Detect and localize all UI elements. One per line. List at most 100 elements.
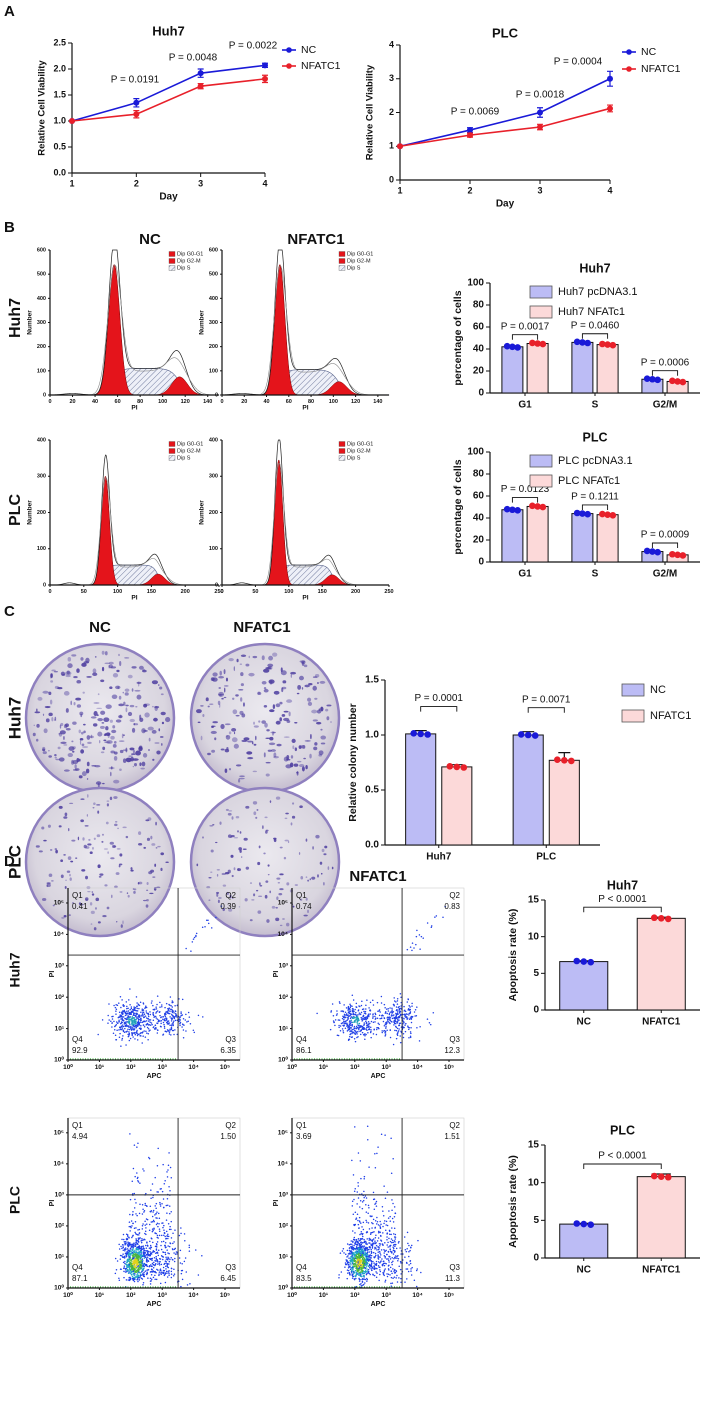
event-dot: [134, 1199, 136, 1201]
colony: [328, 866, 330, 870]
event-dot: [128, 1237, 130, 1239]
event-dot: [134, 1009, 136, 1011]
legend-label: Dip S: [347, 455, 361, 461]
event-dot: [135, 1007, 137, 1009]
replicate-point: [573, 1220, 580, 1227]
event-dot: [390, 1220, 392, 1222]
event-dot: [349, 1272, 351, 1274]
event-dot: [366, 1211, 368, 1213]
event-dot: [123, 1020, 125, 1022]
event-dot: [130, 1244, 132, 1246]
event-dot: [347, 1027, 349, 1029]
event-dot: [391, 1210, 393, 1212]
event-dot: [377, 1254, 379, 1256]
x-tick-label: 10³: [382, 1292, 392, 1299]
event-dot: [147, 1273, 149, 1275]
colony: [266, 774, 270, 777]
colony: [138, 882, 140, 885]
colony: [91, 911, 95, 914]
event-dot: [194, 1032, 196, 1034]
event-dot: [385, 1230, 387, 1232]
event-dot: [135, 1227, 137, 1229]
colony: [237, 830, 239, 832]
event-dot: [107, 1015, 109, 1017]
event-dot: [365, 1262, 367, 1264]
event-dot: [134, 1244, 136, 1246]
event-dot: [135, 1213, 137, 1215]
event-dot: [185, 1014, 187, 1016]
event-dot: [145, 1015, 147, 1017]
event-dot: [184, 1233, 186, 1235]
x-axis-label: PI: [131, 595, 137, 602]
event-dot: [118, 1244, 120, 1246]
event-dot: [380, 1235, 382, 1237]
event-dot: [406, 1013, 408, 1015]
event-dot: [130, 1199, 132, 1201]
event-dot: [419, 948, 421, 950]
colony: [68, 657, 72, 662]
event-dot: [173, 1275, 175, 1277]
event-dot: [159, 1202, 161, 1204]
event-dot: [354, 1126, 356, 1128]
event-dot: [164, 1275, 166, 1277]
event-dot: [144, 1210, 146, 1212]
event-dot: [168, 1236, 170, 1238]
colony: [264, 752, 266, 757]
colony: [80, 798, 84, 800]
event-dot: [383, 1263, 385, 1265]
y-tick-label: 15: [528, 1140, 540, 1151]
colony: [91, 923, 93, 924]
event-dot: [161, 1006, 163, 1008]
colony: [330, 721, 332, 722]
event-dot: [391, 1242, 393, 1244]
event-dot: [354, 1028, 356, 1030]
colony: [152, 730, 157, 734]
colony: [138, 681, 140, 686]
event-dot: [371, 1252, 373, 1254]
event-dot: [125, 1015, 127, 1017]
s-phase: [222, 565, 389, 585]
event-dot: [163, 1229, 165, 1231]
x-tick-label: 2: [467, 186, 472, 196]
colony: [246, 867, 249, 870]
colony: [93, 802, 96, 805]
event-dot: [351, 1160, 353, 1162]
event-dot: [129, 1252, 131, 1254]
event-dot: [391, 1264, 393, 1266]
event-dot: [357, 1014, 359, 1016]
event-dot: [352, 1274, 354, 1276]
colony: [100, 711, 105, 715]
event-dot: [158, 1223, 160, 1225]
event-dot: [384, 1256, 386, 1258]
colony: [48, 750, 49, 751]
colony: [303, 915, 307, 917]
event-dot: [408, 1008, 410, 1010]
event-dot: [170, 1005, 172, 1007]
colony: [66, 675, 71, 677]
event-dot: [174, 1005, 176, 1007]
event-dot: [410, 1016, 412, 1018]
colony: [230, 855, 233, 858]
event-dot: [171, 1025, 173, 1027]
colony: [228, 810, 232, 811]
event-dot: [121, 1022, 123, 1024]
event-dot: [136, 1013, 138, 1015]
colony: [143, 704, 147, 708]
event-dot: [170, 1211, 172, 1213]
p-value: P = 0.1211: [571, 492, 619, 503]
event-dot: [364, 1252, 366, 1254]
event-dot: [376, 1029, 378, 1031]
colony: [268, 750, 272, 752]
colony: [210, 872, 212, 873]
colony: [130, 719, 135, 722]
colony: [228, 813, 232, 816]
x-axis-label: APC: [147, 1301, 162, 1308]
event-dot: [410, 1027, 412, 1029]
event-dot: [416, 1270, 418, 1272]
replicate-point: [651, 914, 658, 921]
event-dot: [175, 1253, 177, 1255]
colony: [157, 846, 160, 847]
event-dot: [390, 1267, 392, 1269]
event-dot: [175, 1013, 177, 1015]
p-value: P = 0.0022: [229, 41, 278, 52]
